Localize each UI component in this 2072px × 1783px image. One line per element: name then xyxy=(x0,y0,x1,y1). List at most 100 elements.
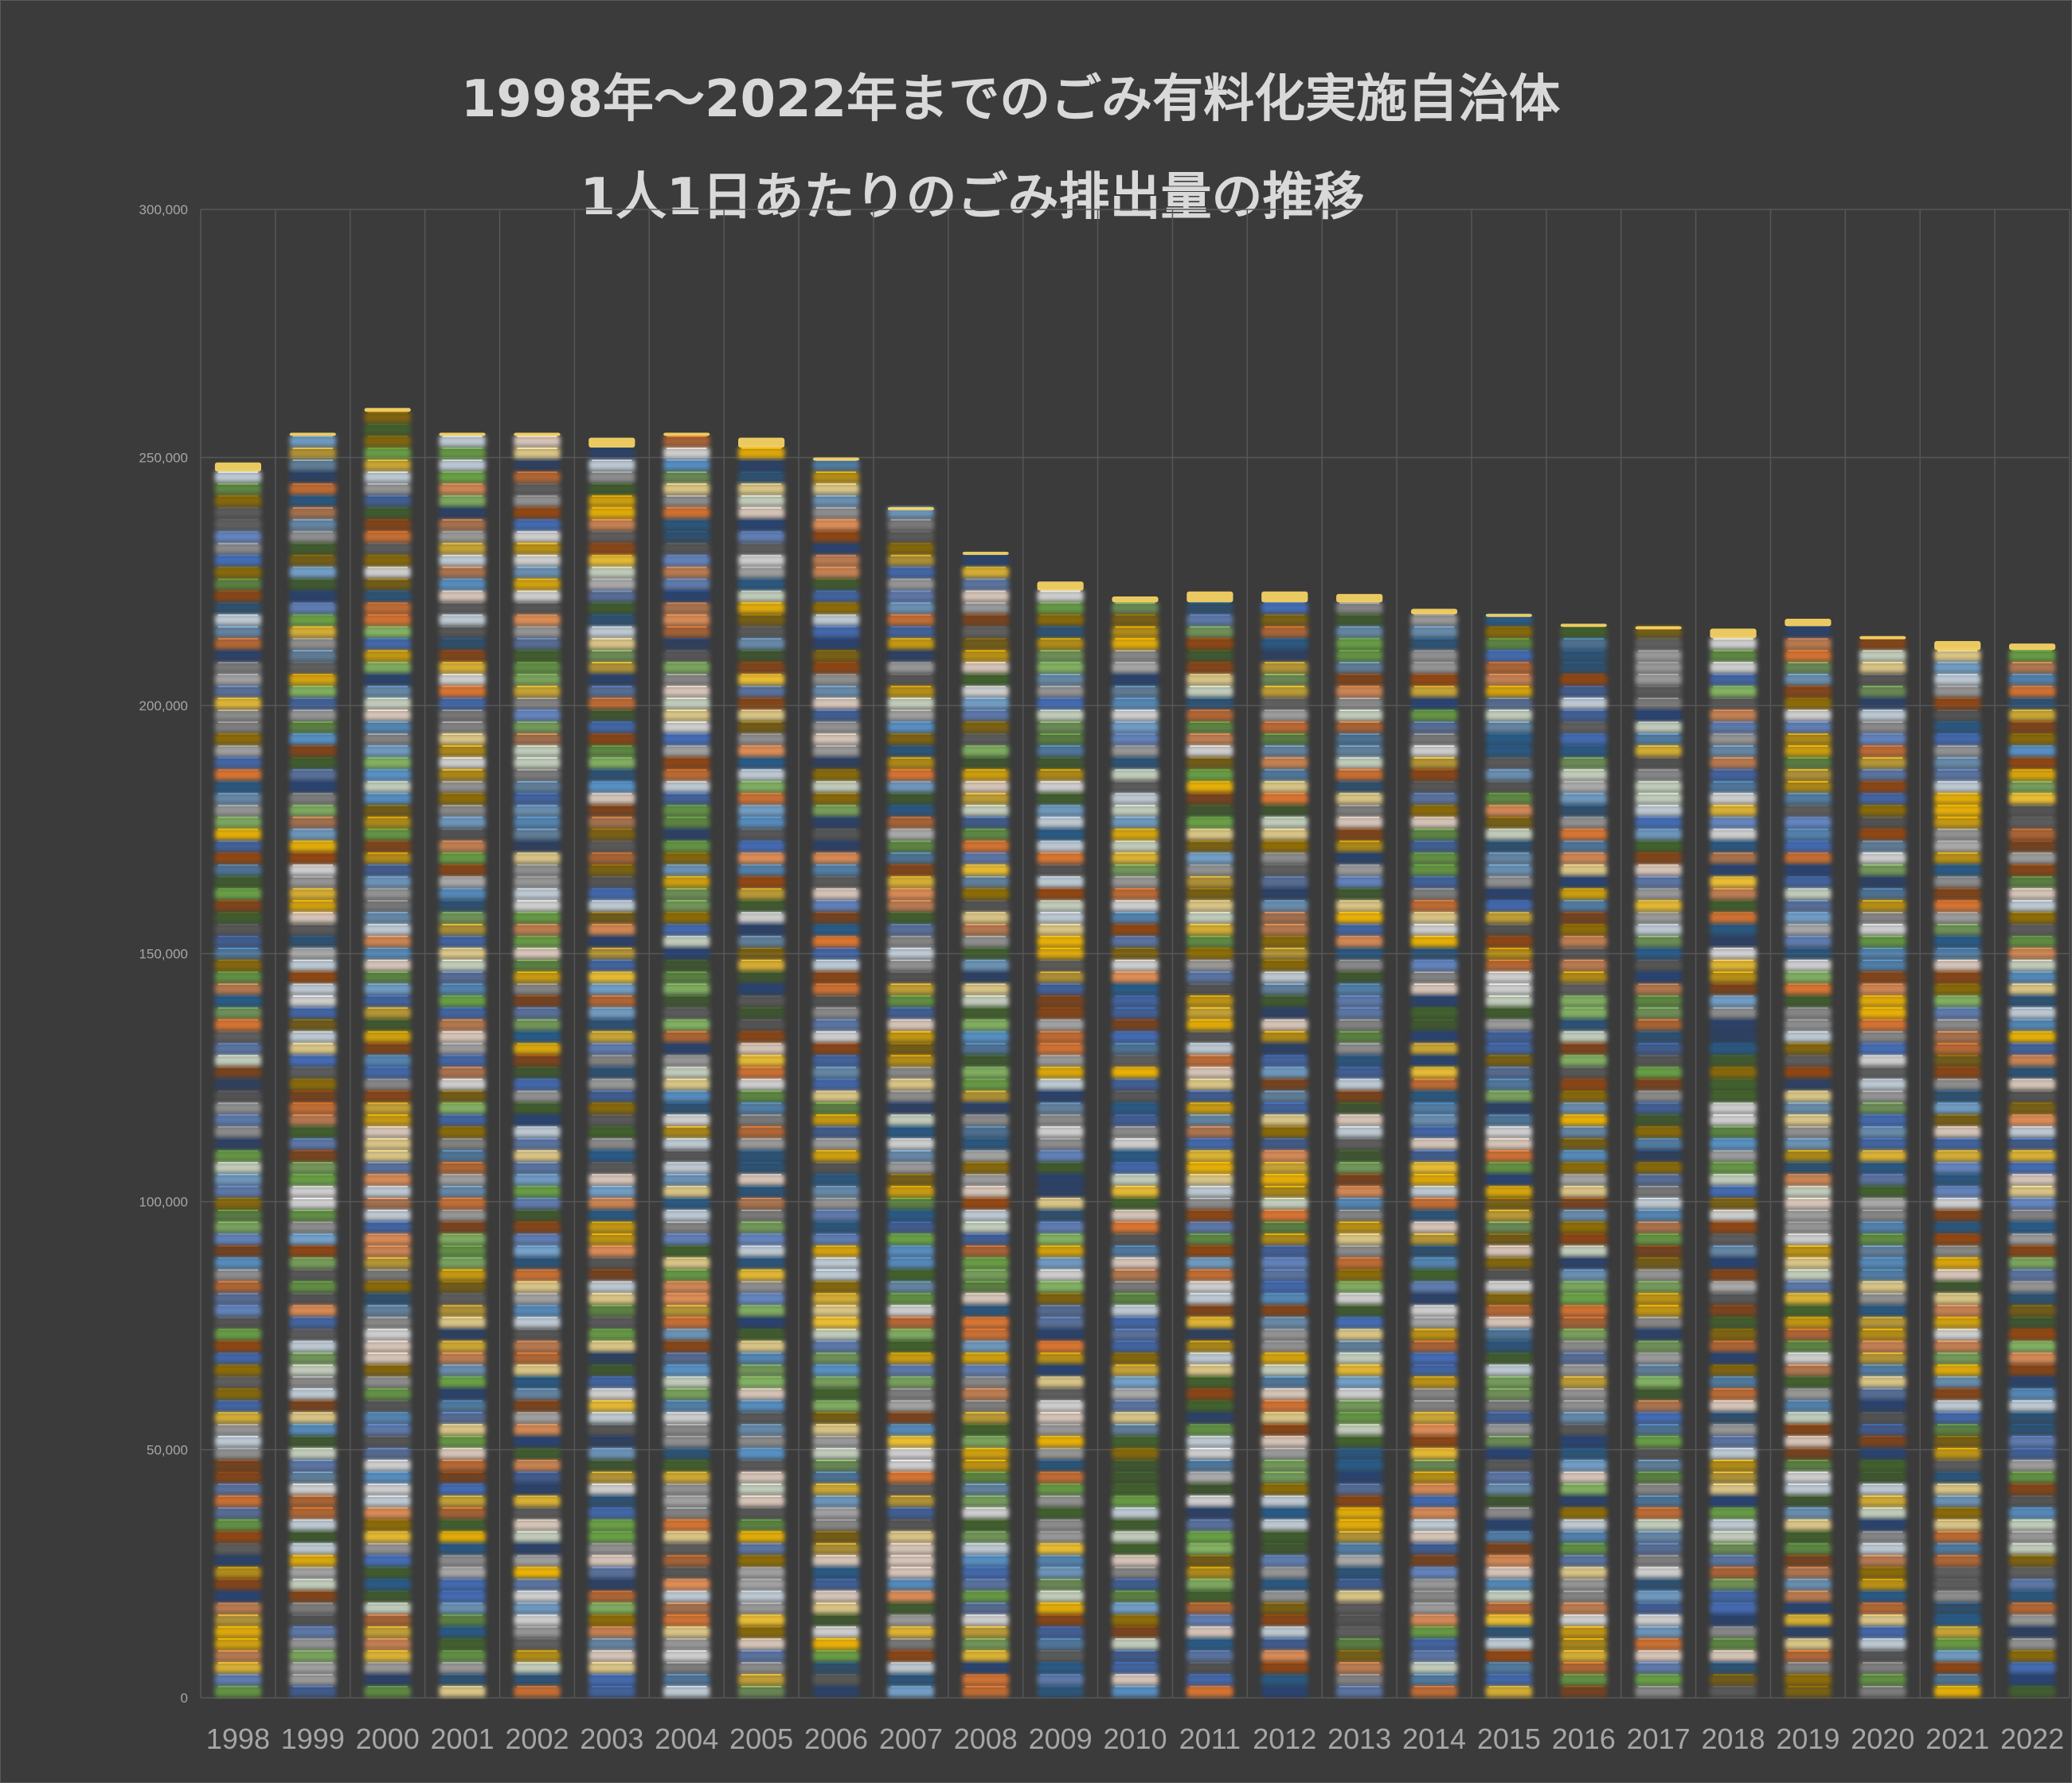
bar-segment xyxy=(962,983,1009,995)
bar-segment xyxy=(1187,888,1233,900)
bar-segment xyxy=(2008,709,2056,721)
bar-segment xyxy=(962,971,1009,983)
bar-segment xyxy=(1336,936,1383,947)
bar-segment xyxy=(214,1042,262,1054)
bar-segment xyxy=(1261,1316,1308,1328)
bar-segment xyxy=(364,459,411,471)
x-tick-label: 2008 xyxy=(954,1722,1018,1755)
bar-segment xyxy=(214,1638,262,1649)
bar-segment xyxy=(1336,816,1383,828)
bar-segment xyxy=(1187,1114,1233,1126)
bar-segment xyxy=(1710,638,1757,650)
bar-segment xyxy=(1635,768,1682,780)
bar-segment xyxy=(1410,804,1458,816)
bar-segment xyxy=(2008,1519,2056,1531)
bar-segment xyxy=(1934,1543,1981,1554)
bar-segment xyxy=(514,1400,561,1411)
bar-segment xyxy=(1410,1054,1458,1066)
bar-segment xyxy=(1410,852,1458,864)
bar-segment xyxy=(1710,1066,1757,1078)
bar-segment xyxy=(737,483,785,495)
bar-top-segment xyxy=(1187,591,1233,603)
bar-segment xyxy=(439,1066,486,1078)
bar-segment xyxy=(1785,1066,1832,1078)
bar-segment xyxy=(663,1638,710,1649)
bar-segment xyxy=(812,745,860,757)
bar-segment xyxy=(1187,1198,1233,1209)
bar-segment xyxy=(1336,1126,1383,1138)
bar-segment xyxy=(1112,1233,1159,1245)
bar-segment xyxy=(1112,709,1159,721)
bar-segment xyxy=(1336,614,1383,626)
bar-segment xyxy=(1859,936,1906,947)
bar-segment xyxy=(663,506,710,518)
bar-segment xyxy=(1112,1436,1159,1447)
bar-segment xyxy=(1859,1388,1906,1399)
bar-segment xyxy=(1710,1614,1757,1626)
bar-segment xyxy=(1635,1554,1682,1566)
bar-2013 xyxy=(1336,593,1383,1697)
bar-segment xyxy=(588,1602,635,1614)
bar-segment xyxy=(1112,1388,1159,1399)
bar-segment xyxy=(1934,1114,1981,1126)
bar-segment xyxy=(1187,924,1233,935)
bar-segment xyxy=(1187,1650,1233,1661)
bar-segment xyxy=(1187,1400,1233,1411)
bar-segment xyxy=(663,1376,710,1388)
bar-segment xyxy=(1037,626,1084,638)
bar-segment xyxy=(1710,1316,1757,1328)
bar-segment xyxy=(1635,840,1682,852)
bar-segment xyxy=(1710,1400,1757,1411)
y-tick-label: 0 xyxy=(181,1691,188,1706)
bar-segment xyxy=(1336,1686,1383,1697)
bar-segment xyxy=(439,816,486,828)
bar-segment xyxy=(962,804,1009,816)
bar-segment xyxy=(812,1054,860,1066)
bar-segment xyxy=(1859,1174,1906,1185)
bar-segment xyxy=(364,638,411,650)
bar-segment xyxy=(887,1328,934,1340)
bar-segment xyxy=(1485,1602,1533,1614)
bar-segment xyxy=(1336,924,1383,935)
x-axis: 1998 1999 2000 2001 2002 2003 2004 2005 2006 2007… xyxy=(206,1722,2064,1755)
bar-segment xyxy=(812,506,860,518)
bar-segment xyxy=(1037,1495,1084,1507)
bar-segment xyxy=(1336,1436,1383,1447)
bar-2005 xyxy=(737,437,785,1697)
bar-segment xyxy=(1112,1102,1159,1114)
bar-segment xyxy=(1859,792,1906,804)
bar-segment xyxy=(364,1602,411,1614)
bar-segment xyxy=(1710,1233,1757,1245)
bar-segment xyxy=(1710,1424,1757,1435)
bar-segment xyxy=(588,1019,635,1030)
bar-segment xyxy=(737,959,785,971)
bar-segment xyxy=(1336,959,1383,971)
bar-segment xyxy=(1785,864,1832,876)
bar-segment xyxy=(1710,924,1757,935)
x-tick-label: 2007 xyxy=(879,1722,943,1755)
bar-segment xyxy=(1112,1281,1159,1292)
bar-segment xyxy=(1187,1662,1233,1673)
bar-segment xyxy=(1336,1352,1383,1364)
bar-segment xyxy=(1710,709,1757,721)
bar-segment xyxy=(439,1554,486,1566)
bar-segment xyxy=(214,912,262,923)
bar-segment xyxy=(812,983,860,995)
bar-segment xyxy=(1485,1650,1533,1661)
bar-segment xyxy=(887,1614,934,1626)
bar-segment xyxy=(364,412,411,423)
bar-segment xyxy=(1560,971,1607,983)
bar-segment xyxy=(812,1376,860,1388)
bar-top-segment xyxy=(1710,628,1757,639)
bar-segment xyxy=(1410,912,1458,923)
bar-segment xyxy=(1187,1340,1233,1352)
bar-segment xyxy=(364,888,411,900)
bar-segment xyxy=(289,1102,336,1114)
bar-segment xyxy=(1934,1078,1981,1090)
bar-segment xyxy=(2008,1459,2056,1471)
bar-segment xyxy=(439,840,486,852)
bar-segment xyxy=(514,1114,561,1126)
bar-segment xyxy=(1934,912,1981,923)
bar-segment xyxy=(663,1257,710,1269)
bar-segment xyxy=(962,948,1009,959)
